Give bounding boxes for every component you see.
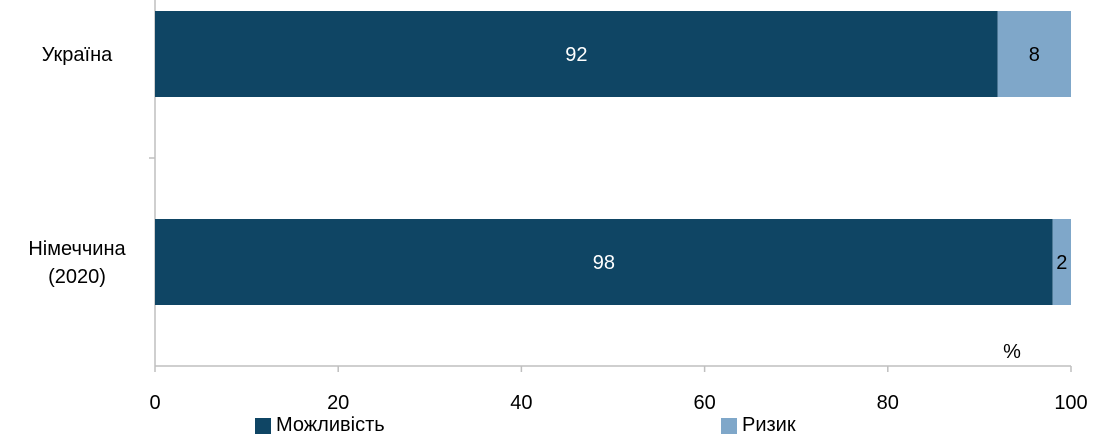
category-label: Німеччина (2020) xyxy=(28,238,126,288)
x-tick-label: 40 xyxy=(510,392,532,414)
bar-opportunity xyxy=(155,219,1053,305)
bar-opportunity xyxy=(155,11,998,97)
legend-label: Ризик xyxy=(742,414,796,436)
data-label: 98 xyxy=(593,252,615,274)
unit-label: % xyxy=(1003,341,1021,363)
bar-risk xyxy=(997,11,1071,97)
legend-item: Можливість xyxy=(255,414,385,437)
data-label: 8 xyxy=(1029,44,1040,66)
legend-label: Можливість xyxy=(276,414,385,436)
x-tick-label: 80 xyxy=(877,392,899,414)
x-tick-label: 60 xyxy=(693,392,715,414)
data-label: 2 xyxy=(1056,252,1067,274)
legend-item: Ризик xyxy=(721,414,796,437)
legend-swatch xyxy=(721,417,737,434)
data-label: 92 xyxy=(565,44,587,66)
bar-risk xyxy=(1052,219,1071,305)
x-tick-label: 100 xyxy=(1054,392,1087,414)
legend-swatch xyxy=(255,417,271,434)
x-tick-label: 20 xyxy=(327,392,349,414)
x-tick-label: 0 xyxy=(149,392,160,414)
category-label: Україна xyxy=(42,44,113,66)
